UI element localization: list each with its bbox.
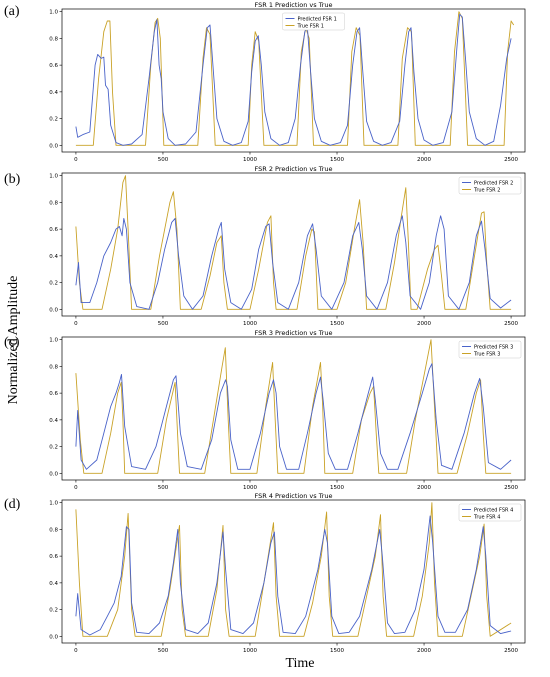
legend-entry: Predicted FSR 3	[474, 344, 513, 350]
x-tick-label: 2000	[417, 157, 431, 163]
y-tick-label: 0.4	[49, 254, 58, 260]
series-line-predicted	[75, 13, 512, 146]
x-tick-label: 2500	[504, 648, 518, 654]
series-line-true	[75, 339, 512, 474]
y-tick-label: 0.2	[49, 117, 58, 123]
panel-label-c: (c)	[4, 335, 20, 350]
panel-label-a: (a)	[4, 4, 20, 19]
y-tick-label: 0.2	[49, 281, 58, 287]
y-tick-label: 0.0	[49, 143, 58, 149]
y-tick-label: 1.0	[49, 338, 58, 344]
y-tick-label: 1.0	[49, 174, 58, 180]
legend-entry: Predicted FSR 1	[298, 16, 337, 22]
panel-1: FSR 1 Prediction vs True 0.0 0.2 0.4 0.6 0.8 1…	[49, 1, 526, 163]
axes-frame	[61, 172, 526, 317]
x-tick-label: 2000	[417, 485, 431, 491]
y-tick-label: 0.6	[49, 554, 58, 560]
panel-label-b: (b)	[4, 172, 21, 187]
x-tick-label: 500	[158, 485, 169, 491]
y-tick-label: 0.0	[49, 307, 58, 313]
x-tick-label: 500	[158, 321, 169, 327]
y-tick-label: 0.4	[49, 90, 58, 96]
axes-frame	[61, 336, 526, 481]
axes-frame	[61, 8, 526, 153]
panel-4: FSR 4 Prediction vs True 0.0 0.2 0.4 0.6 0.8 1…	[49, 492, 526, 654]
x-tick-label: 2000	[417, 648, 431, 654]
y-tick-label: 0.8	[49, 364, 58, 370]
y-tick-label: 0.8	[49, 527, 58, 533]
y-tick-label: 1.0	[49, 501, 58, 507]
x-tick-label: 0	[74, 157, 78, 163]
x-tick-label: 1000	[243, 321, 257, 327]
y-tick-label: 1.0	[49, 10, 58, 16]
x-tick-label: 1500	[330, 485, 344, 491]
legend-entry: Predicted FSR 2	[474, 180, 513, 186]
legend-entry: True FSR 2	[473, 187, 500, 193]
axes-frame	[61, 499, 526, 644]
x-tick-label: 1500	[330, 157, 344, 163]
y-tick-label: 0.6	[49, 227, 58, 233]
x-tick-label: 0	[74, 321, 78, 327]
legend-entry: Predicted FSR 4	[474, 507, 513, 513]
y-tick-label: 0.0	[49, 471, 58, 477]
series-line-true	[75, 502, 512, 637]
x-tick-label: 2500	[504, 157, 518, 163]
x-tick-label: 2500	[504, 485, 518, 491]
x-tick-label: 1000	[243, 157, 257, 163]
series-line-predicted	[75, 215, 512, 310]
legend-box	[458, 176, 522, 195]
y-tick-label: 0.8	[49, 36, 58, 42]
y-tick-label: 0.6	[49, 63, 58, 69]
series-line-true	[75, 175, 512, 310]
legend-box	[458, 503, 522, 522]
legend-entry: True FSR 1	[297, 23, 324, 29]
legend-box	[458, 340, 522, 359]
x-tick-label: 1500	[330, 321, 344, 327]
y-tick-label: 0.6	[49, 391, 58, 397]
x-tick-label: 500	[158, 648, 169, 654]
series-line-predicted	[75, 515, 512, 636]
chart-title: FSR 4 Prediction vs True	[255, 492, 333, 500]
series-line-predicted	[75, 363, 512, 470]
chart-title: FSR 3 Prediction vs True	[255, 329, 333, 337]
chart-title: FSR 1 Prediction vs True	[255, 1, 333, 9]
legend-box	[282, 12, 345, 31]
panel-3: FSR 3 Prediction vs True 0.0 0.2 0.4 0.6 0.8 1…	[49, 329, 526, 491]
y-tick-label: 0.4	[49, 581, 58, 587]
x-tick-label: 1000	[243, 485, 257, 491]
x-tick-label: 500	[158, 157, 169, 163]
y-tick-label: 0.2	[49, 445, 58, 451]
x-tick-label: 1000	[243, 648, 257, 654]
x-tick-label: 2500	[504, 321, 518, 327]
x-tick-label: 1500	[330, 648, 344, 654]
x-tick-label: 2000	[417, 321, 431, 327]
y-tick-label: 0.4	[49, 418, 58, 424]
panel-label-d: (d)	[4, 497, 21, 512]
legend-entry: True FSR 3	[473, 351, 500, 357]
y-tick-label: 0.0	[49, 634, 58, 640]
x-tick-label: 0	[74, 485, 78, 491]
y-tick-label: 0.2	[49, 608, 58, 614]
legend-entry: True FSR 4	[473, 514, 500, 520]
panel-2: FSR 2 Prediction vs True 0.0 0.2 0.4 0.6 0.8 1…	[49, 165, 526, 327]
y-tick-label: 0.8	[49, 200, 58, 206]
chart-title: FSR 2 Prediction vs True	[255, 165, 333, 173]
x-axis-label: Time	[285, 656, 315, 671]
x-tick-label: 0	[74, 648, 78, 654]
